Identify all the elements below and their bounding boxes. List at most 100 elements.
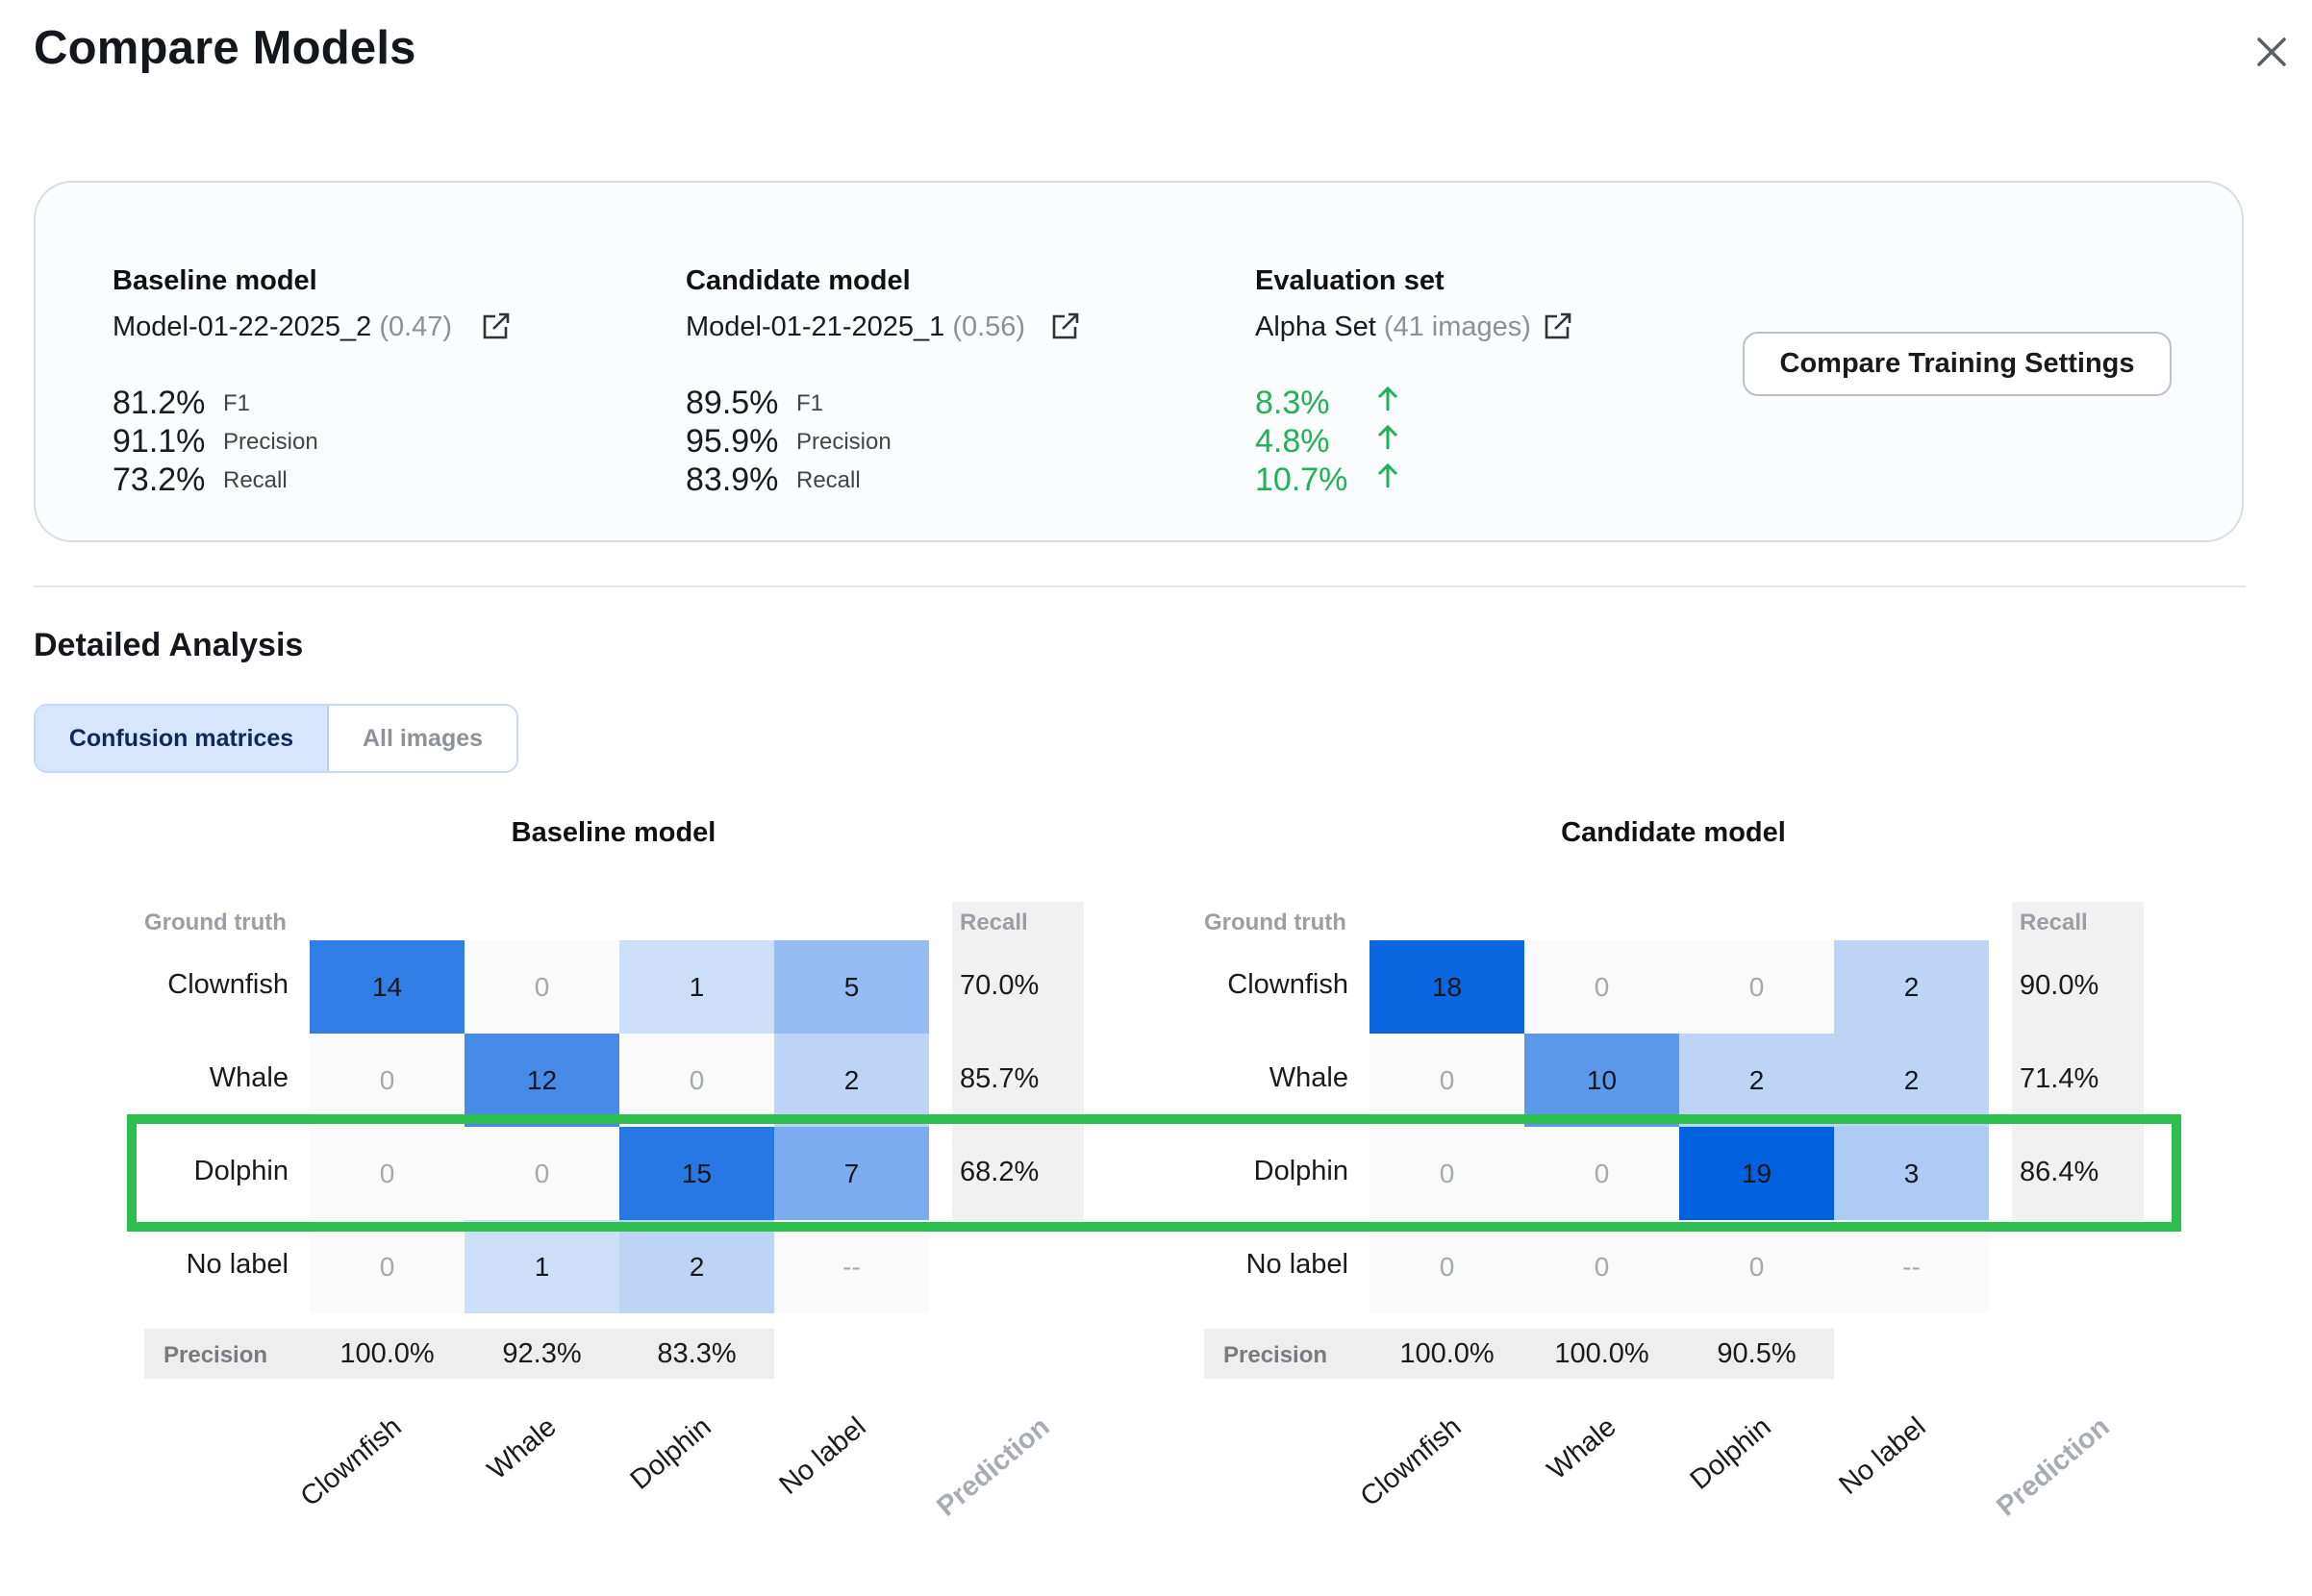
- baseline-precision-label: Precision: [223, 429, 318, 455]
- matrix-cell[interactable]: 15: [619, 1127, 774, 1220]
- baseline-f1-value: 81.2%: [113, 385, 206, 421]
- external-link-icon[interactable]: [481, 311, 512, 341]
- baseline-f1-label: F1: [223, 390, 251, 416]
- baseline-recall-value: 73.2%: [113, 461, 206, 498]
- matrix-cell[interactable]: 0: [465, 940, 619, 1034]
- matrix-cell[interactable]: --: [774, 1220, 929, 1313]
- candidate-name: Model-01-21-2025_1: [686, 312, 945, 342]
- candidate-recall-value: 83.9%: [686, 461, 779, 498]
- row-label-dolphin: Dolphin: [1253, 1156, 1348, 1186]
- delta-recall: 10.7%: [1255, 461, 1348, 498]
- matrix-cell[interactable]: 19: [1679, 1127, 1834, 1220]
- matrix-cell[interactable]: 5: [774, 940, 929, 1034]
- candidate-model-name: Model-01-21-2025_1 (0.56): [686, 312, 1025, 343]
- recall-value: 85.7%: [960, 1063, 1040, 1094]
- evaluation-heading: Evaluation set: [1255, 265, 1445, 296]
- recall-value: 70.0%: [960, 970, 1040, 1001]
- close-icon[interactable]: [2249, 29, 2295, 75]
- matrix-cell[interactable]: 7: [774, 1127, 929, 1220]
- baseline-name: Model-01-22-2025_2: [113, 312, 372, 342]
- precision-label: Precision: [163, 1342, 268, 1368]
- matrix-cell[interactable]: 0: [1524, 1220, 1679, 1313]
- page-title: Compare Models: [34, 22, 416, 74]
- matrix-cell[interactable]: 0: [1370, 1034, 1524, 1127]
- precision-value: 100.0%: [339, 1338, 435, 1369]
- row-label-whale: Whale: [1269, 1062, 1348, 1093]
- row-label-clownfish: Clownfish: [1227, 969, 1348, 1000]
- candidate-heading: Candidate model: [686, 265, 911, 296]
- baseline-precision-value: 91.1%: [113, 423, 206, 460]
- arrow-up-icon: [1377, 462, 1398, 487]
- matrix-cell[interactable]: 2: [1834, 940, 1989, 1034]
- candidate-f1-label: F1: [796, 390, 824, 416]
- candidate-f1-value: 89.5%: [686, 385, 779, 421]
- matrix-cell[interactable]: 0: [310, 1034, 465, 1127]
- baseline-heading: Baseline model: [113, 265, 317, 296]
- tab-confusion-matrices[interactable]: Confusion matrices: [36, 706, 329, 771]
- baseline-recall-label: Recall: [223, 467, 288, 493]
- precision-row: [144, 1329, 774, 1379]
- matrix-cell[interactable]: 2: [1834, 1034, 1989, 1127]
- matrix-cell[interactable]: --: [1834, 1220, 1989, 1313]
- candidate-metrics: 89.5% F1 95.9% Precision 83.9% Recall: [686, 385, 892, 500]
- matrix-cell[interactable]: 3: [1834, 1127, 1989, 1220]
- baseline-matrix-title: Baseline model: [511, 817, 716, 848]
- evaluation-count: (41 images): [1383, 312, 1531, 342]
- baseline-model-name: Model-01-22-2025_2 (0.47): [113, 312, 452, 343]
- baseline-metrics: 81.2% F1 91.1% Precision 73.2% Recall: [113, 385, 318, 500]
- candidate-threshold: (0.56): [952, 312, 1026, 342]
- precision-label: Precision: [1223, 1342, 1328, 1368]
- tab-all-images[interactable]: All images: [329, 706, 516, 771]
- ground-truth-label: Ground truth: [1204, 910, 1346, 935]
- delta-metrics: 8.3% 4.8% 10.7%: [1255, 385, 1401, 500]
- matrix-cell[interactable]: 14: [310, 940, 465, 1034]
- recall-header: Recall: [960, 910, 1028, 935]
- external-link-icon[interactable]: [1050, 311, 1081, 341]
- candidate-precision-value: 95.9%: [686, 423, 779, 460]
- divider: [34, 586, 2246, 587]
- recall-value: 68.2%: [960, 1157, 1040, 1187]
- row-label-whale: Whale: [209, 1062, 289, 1093]
- matrix-cell[interactable]: 18: [1370, 940, 1524, 1034]
- matrix-cell[interactable]: 1: [465, 1220, 619, 1313]
- precision-value: 92.3%: [502, 1338, 582, 1369]
- precision-value: 100.0%: [1554, 1338, 1649, 1369]
- matrix-cell[interactable]: 0: [465, 1127, 619, 1220]
- delta-f1: 8.3%: [1255, 385, 1330, 421]
- baseline-threshold: (0.47): [379, 312, 453, 342]
- matrix-cell[interactable]: 2: [774, 1034, 929, 1127]
- matrix-cell[interactable]: 0: [619, 1034, 774, 1127]
- matrix-cell[interactable]: 2: [619, 1220, 774, 1313]
- prediction-axis-label: Prediction: [1990, 1411, 2116, 1523]
- recall-column: [2012, 902, 2144, 1220]
- precision-value: 100.0%: [1399, 1338, 1495, 1369]
- matrix-cell[interactable]: 0: [1679, 1220, 1834, 1313]
- matrix-cell[interactable]: 0: [1370, 1127, 1524, 1220]
- compare-training-settings-button[interactable]: Compare Training Settings: [1743, 332, 2172, 396]
- recall-value: 71.4%: [2020, 1063, 2099, 1094]
- matrix-cell[interactable]: 0: [1679, 940, 1834, 1034]
- row-label-clownfish: Clownfish: [167, 969, 289, 1000]
- row-label-dolphin: Dolphin: [193, 1156, 289, 1186]
- matrix-cell[interactable]: 0: [1524, 1127, 1679, 1220]
- matrix-cell[interactable]: 12: [465, 1034, 619, 1127]
- recall-column: [952, 902, 1084, 1220]
- analysis-tabs: Confusion matrices All images: [34, 704, 518, 773]
- matrix-cell[interactable]: 1: [619, 940, 774, 1034]
- matrix-cell[interactable]: 10: [1524, 1034, 1679, 1127]
- precision-value: 90.5%: [1717, 1338, 1797, 1369]
- delta-precision: 4.8%: [1255, 423, 1330, 460]
- row-label-no-label: No label: [1245, 1249, 1348, 1280]
- matrix-cell[interactable]: 0: [310, 1220, 465, 1313]
- arrow-up-icon: [1377, 386, 1398, 411]
- recall-value: 90.0%: [2020, 970, 2099, 1001]
- external-link-icon[interactable]: [1543, 311, 1573, 341]
- arrow-up-icon: [1377, 424, 1398, 449]
- section-title: Detailed Analysis: [34, 627, 304, 663]
- matrix-cell[interactable]: 0: [1370, 1220, 1524, 1313]
- matrix-cell[interactable]: 0: [310, 1127, 465, 1220]
- matrix-cell[interactable]: 0: [1524, 940, 1679, 1034]
- evaluation-set-name: Alpha Set (41 images): [1255, 312, 1531, 343]
- candidate-precision-label: Precision: [796, 429, 892, 455]
- matrix-cell[interactable]: 2: [1679, 1034, 1834, 1127]
